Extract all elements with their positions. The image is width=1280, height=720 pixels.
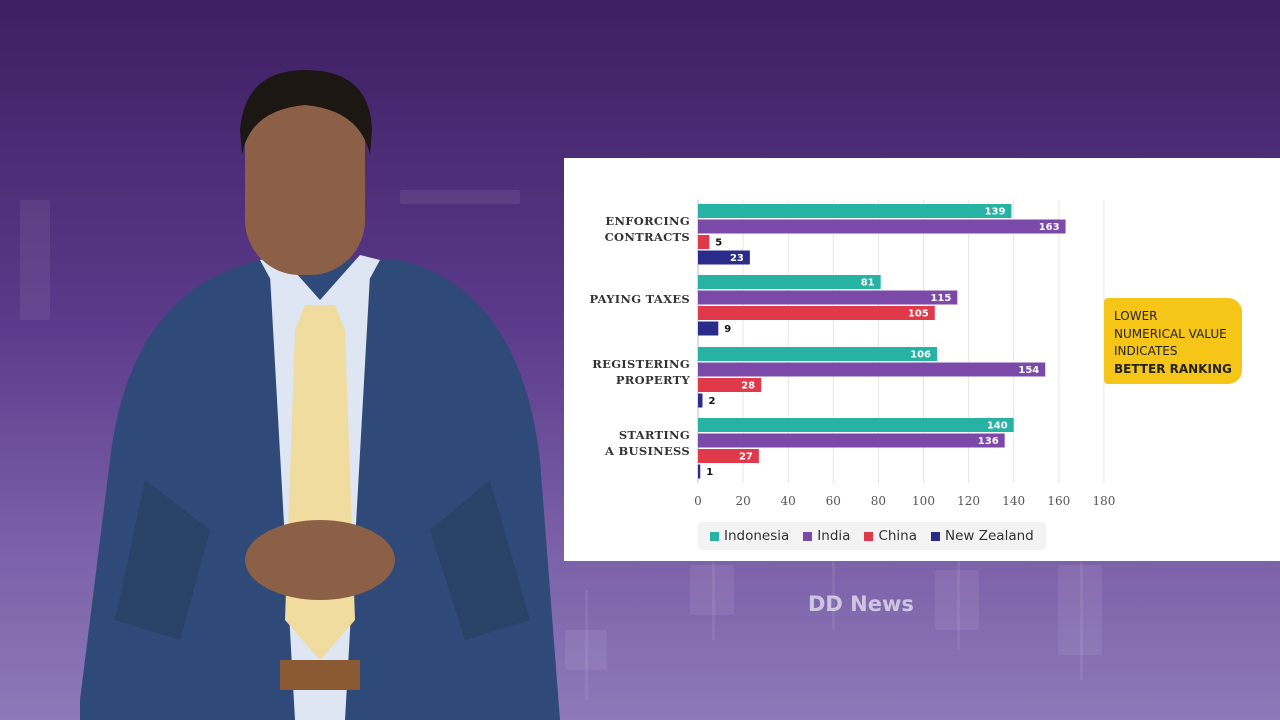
x-tick-label: 80	[871, 494, 886, 508]
x-tick-label: 120	[957, 494, 980, 508]
bar-value-label: 1	[706, 467, 713, 478]
bar-value-label: 115	[930, 293, 951, 304]
bar-new-zealand	[698, 464, 701, 479]
bar-indonesia	[698, 204, 1012, 218]
category-label: A BUSINESS	[604, 444, 690, 458]
category-label: PROPERTY	[616, 373, 691, 387]
bar-value-label: 136	[978, 436, 999, 447]
bar-value-label: 81	[861, 278, 875, 289]
legend-item: China	[864, 528, 917, 544]
category-label: STARTING	[619, 428, 690, 442]
bar-india	[698, 362, 1046, 377]
bar-value-label: 105	[908, 309, 929, 320]
background-candle	[20, 200, 50, 320]
bar-value-label: 163	[1039, 222, 1060, 233]
chart-panel: 0 20 40 60 80 100 120 140 160 180 139 163 5 23 ENFORCI…	[564, 158, 1280, 561]
category-label: REGISTERING	[592, 357, 690, 371]
bar-value-label: 154	[1018, 365, 1039, 376]
bar-value-label: 106	[910, 350, 931, 361]
bar-india	[698, 433, 1005, 448]
legend-item: Indonesia	[710, 528, 789, 544]
channel-watermark: DD News	[808, 592, 914, 616]
bar-value-label: 28	[741, 381, 755, 392]
bar-india	[698, 290, 958, 305]
bars-layer	[698, 204, 1066, 479]
bar-china	[698, 306, 935, 320]
x-tick-label: 0	[694, 494, 702, 508]
legend-item: New Zealand	[931, 528, 1034, 544]
category-label: CONTRACTS	[605, 230, 690, 244]
background-candle	[690, 565, 734, 615]
bar-chart: 0 20 40 60 80 100 120 140 160 180 139 163 5 23 ENFORCI…	[589, 200, 1115, 509]
bar-value-label: 27	[739, 452, 753, 463]
bar-china	[698, 449, 759, 463]
bar-indonesia	[698, 418, 1014, 432]
legend-label: Indonesia	[724, 528, 790, 544]
x-tick-label: 20	[735, 494, 750, 508]
bar-value-label: 23	[730, 253, 744, 264]
bar-new-zealand	[698, 393, 703, 408]
x-tick-label: 40	[781, 494, 796, 508]
category-label: PAYING TAXES	[589, 292, 690, 306]
background-candle-wick	[832, 560, 835, 630]
background-candle	[935, 570, 979, 630]
bar-china	[698, 378, 762, 392]
bar-india	[698, 219, 1066, 234]
x-tick-label: 100	[912, 494, 935, 508]
category-label: ENFORCING	[605, 214, 690, 228]
legend-swatch	[803, 531, 813, 541]
bar-value-label: 2	[709, 396, 716, 407]
background-candle-wick	[957, 560, 960, 650]
note-line-1: LOWER	[1114, 309, 1158, 323]
x-tick-label: 180	[1092, 494, 1115, 508]
labels-layer: 0 20 40 60 80 100 120 140 160 180 139 163 5 23 ENFORCI…	[589, 207, 1115, 509]
x-tick-label: 60	[826, 494, 841, 508]
background-candle-wick	[585, 590, 588, 700]
note-line-2: NUMERICAL VALUE	[1114, 326, 1227, 341]
bar-indonesia	[698, 275, 881, 289]
background-candle	[1058, 565, 1102, 655]
legend-label: China	[878, 528, 917, 544]
background-bar	[400, 190, 520, 204]
x-tick-label: 140	[1002, 494, 1025, 508]
bar-new-zealand	[698, 250, 750, 265]
legend-swatch	[710, 531, 719, 541]
legend-label: New Zealand	[945, 528, 1034, 544]
bar-value-label: 140	[987, 421, 1008, 432]
bar-new-zealand	[698, 321, 719, 336]
legend-swatch	[931, 531, 940, 541]
legend-item: India	[803, 528, 850, 544]
background-candle	[565, 630, 607, 670]
legend-label: India	[817, 528, 851, 544]
bar-value-label: 9	[724, 324, 731, 335]
bar-value-label: 5	[715, 238, 722, 249]
bar-value-label: 139	[985, 207, 1006, 218]
bar-indonesia	[698, 347, 938, 361]
legend-swatch	[864, 531, 874, 541]
background-candle-wick	[712, 560, 715, 640]
note-line-3: INDICATES	[1114, 344, 1178, 358]
background-candle-wick	[1080, 560, 1083, 680]
chart-legend: Indonesia India China New Zealand	[698, 522, 1046, 550]
note-line-4: BETTER RANKING	[1114, 361, 1232, 376]
bar-china	[698, 235, 710, 249]
ranking-note: LOWER NUMERICAL VALUE INDICATES BETTER R…	[1104, 298, 1242, 384]
x-tick-label: 160	[1047, 494, 1070, 508]
presenter-figure	[80, 70, 560, 720]
